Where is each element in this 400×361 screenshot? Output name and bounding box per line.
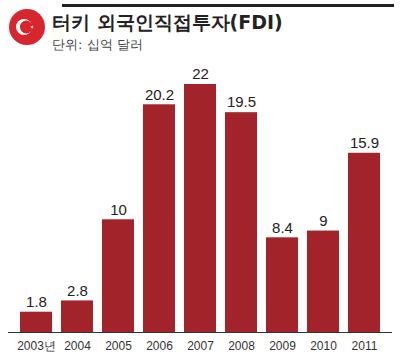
svg-text:2009: 2009 [269,339,296,353]
svg-text:22: 22 [192,65,209,82]
svg-text:15.9: 15.9 [350,134,379,151]
svg-text:2007: 2007 [187,339,214,353]
svg-text:2006: 2006 [146,339,173,353]
svg-text:2004: 2004 [64,339,91,353]
svg-text:2.8: 2.8 [67,282,88,299]
svg-text:2008: 2008 [228,339,255,353]
svg-text:9: 9 [319,212,327,229]
svg-text:8.4: 8.4 [272,219,293,236]
html-text:터키 외국인직접투자(FDI): 터키 외국인직접투자(FDI) [52,11,283,33]
svg-text:2005: 2005 [105,339,132,353]
svg-text:1.8: 1.8 [26,293,47,310]
svg-text:2003년: 2003년 [17,339,56,353]
html-text:단위: 십억 달러: 단위: 십억 달러 [52,37,143,52]
svg-text:2010: 2010 [310,339,337,353]
svg-text:20.2: 20.2 [145,86,174,103]
svg-text:2011: 2011 [352,339,378,353]
svg-text:19.5: 19.5 [227,93,256,110]
svg-text:10: 10 [110,201,127,218]
